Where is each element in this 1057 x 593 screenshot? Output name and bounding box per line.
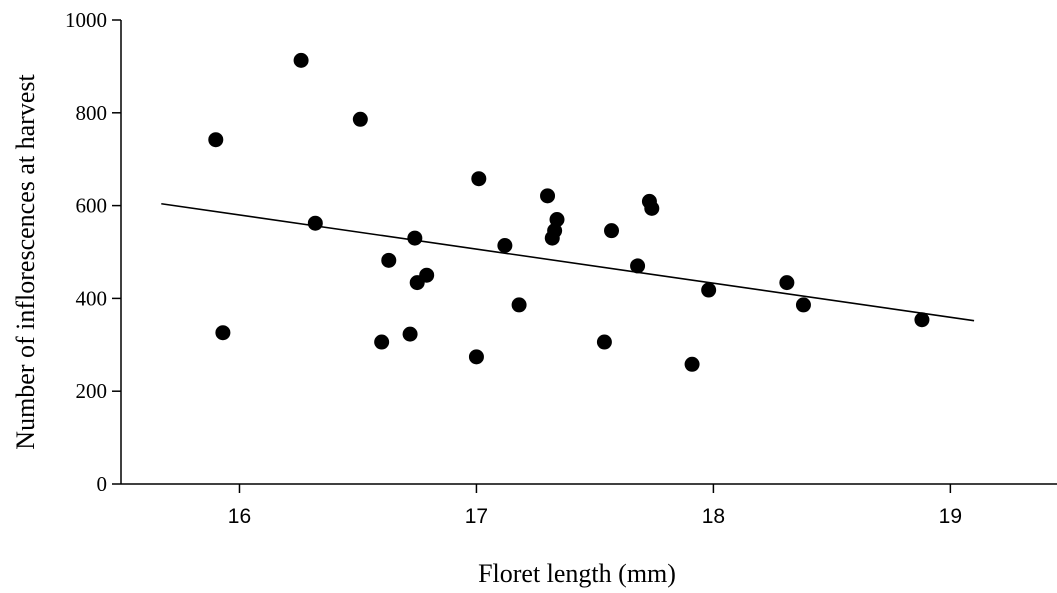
data-point xyxy=(701,282,717,298)
x-tick-label: 16 xyxy=(228,505,251,528)
y-tick-label: 600 xyxy=(76,194,108,218)
data-point xyxy=(779,275,795,291)
x-tick-label: 19 xyxy=(939,505,962,528)
x-tick-label: 18 xyxy=(702,505,725,528)
plot-area: 0 200 400 600 800 1000 16 17 18 19 xyxy=(65,8,1057,528)
data-point xyxy=(381,252,397,268)
y-tick-label: 1000 xyxy=(65,8,107,32)
data-point xyxy=(374,334,390,350)
data-point xyxy=(497,238,513,254)
data-point xyxy=(468,349,484,365)
data-point xyxy=(540,188,556,204)
data-point xyxy=(471,171,487,187)
data-point xyxy=(604,223,620,239)
y-tick-label: 200 xyxy=(76,379,108,403)
data-point xyxy=(684,356,700,372)
data-point xyxy=(795,297,811,313)
trend-line xyxy=(161,202,975,322)
data-point xyxy=(407,230,423,246)
data-point xyxy=(547,223,563,239)
x-tick-label: 17 xyxy=(465,505,488,528)
y-axis-title: Number of inflorescences at harvest xyxy=(11,74,40,450)
data-point xyxy=(511,297,527,313)
x-axis-ticks: 16 17 18 19 xyxy=(228,484,962,528)
data-point xyxy=(549,212,565,228)
x-axis-title: Floret length (mm) xyxy=(478,559,676,588)
data-point xyxy=(352,111,368,127)
data-point xyxy=(419,267,435,283)
y-tick-label: 400 xyxy=(76,286,108,310)
data-point xyxy=(307,215,323,231)
data-point xyxy=(402,326,418,342)
y-axis-ticks: 0 200 400 600 800 1000 xyxy=(65,8,121,496)
data-point xyxy=(914,312,930,328)
y-tick-label: 800 xyxy=(76,101,108,125)
y-tick-label: 0 xyxy=(97,472,108,496)
data-point xyxy=(208,132,224,148)
data-point xyxy=(215,325,231,341)
data-point xyxy=(293,52,309,68)
data-points xyxy=(208,52,930,372)
data-point xyxy=(644,200,660,216)
data-point xyxy=(596,334,612,350)
data-point xyxy=(630,258,646,274)
